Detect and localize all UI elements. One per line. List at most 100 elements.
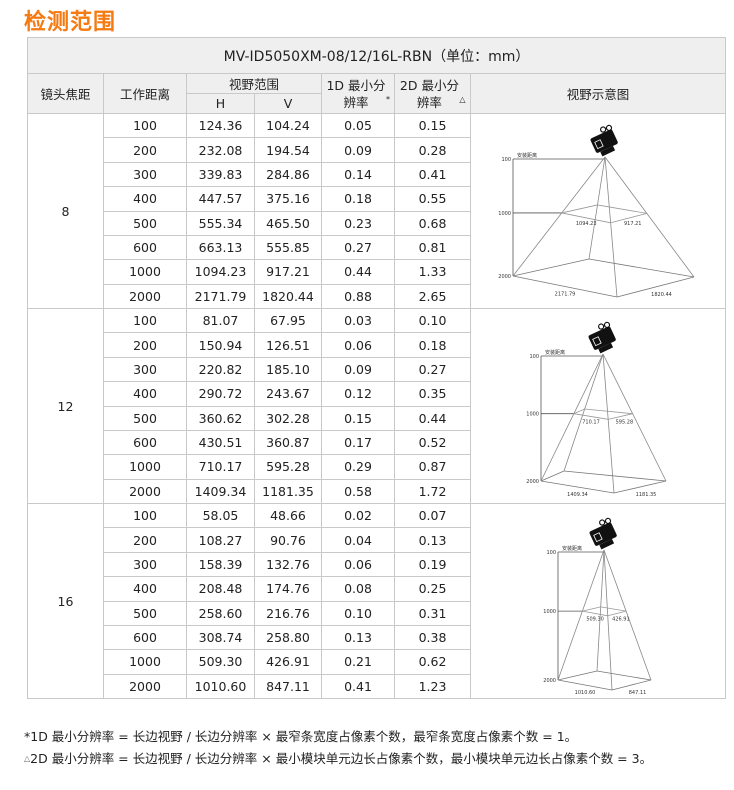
fov-h-cell: 124.36 (186, 112, 255, 139)
distance-cell: 2000 (103, 673, 187, 700)
fov-v-cell: 465.50 (254, 210, 322, 236)
distance-cell: 500 (103, 210, 187, 236)
fov-v-cell: 595.28 (254, 454, 322, 480)
bottom-h-label: 1010.60 (575, 690, 596, 696)
mid-h-label: 710.17 (582, 420, 600, 426)
res-2d-cell: 0.31 (394, 600, 471, 626)
fov-outline-1000 (561, 204, 598, 214)
fov-outline-2000 (557, 670, 598, 681)
tick-label: 100 (501, 157, 511, 163)
res-2d-cell: 0.41 (394, 161, 471, 188)
fov-outline-1000 (582, 610, 608, 617)
res-2d-cell: 0.62 (394, 649, 471, 675)
res-1d-cell: 0.23 (321, 210, 395, 236)
distance-cell: 600 (103, 234, 187, 261)
fov-outline-2000 (596, 670, 652, 681)
res-2d-cell: 0.28 (394, 137, 471, 163)
header-res1d-text: 1D 最小分辨率 (326, 77, 386, 110)
fov-outline-2000 (512, 258, 590, 277)
distance-cell: 100 (103, 307, 187, 334)
fov-h-cell: 232.08 (186, 137, 255, 163)
fov-v-cell: 90.76 (254, 527, 322, 553)
res-2d-cell: 1.72 (394, 478, 471, 505)
bottom-h-label: 2171.79 (555, 292, 576, 298)
bottom-v-label: 1181.35 (636, 492, 657, 498)
res-1d-cell: 0.58 (321, 478, 395, 505)
section-title: 检测范围 (24, 10, 117, 35)
tick-label: 2000 (526, 479, 539, 485)
res-1d-cell: 0.21 (321, 649, 395, 675)
fov-h-cell: 220.82 (186, 356, 255, 383)
res-1d-cell: 0.88 (321, 283, 395, 310)
tick-label: 100 (546, 550, 556, 556)
fov-v-cell: 360.87 (254, 429, 322, 456)
mid-v-label: 426.91 (612, 616, 630, 622)
res-2d-cell: 0.07 (394, 502, 471, 529)
fov-v-cell: 216.76 (254, 600, 322, 626)
fov-outline-1000 (608, 413, 633, 420)
res-1d-cell: 0.27 (321, 234, 395, 261)
res-1d-cell: 0.04 (321, 527, 395, 553)
res-2d-cell: 0.19 (394, 551, 471, 578)
table-row: 1000 1094.23 917.21 0.44 1.33 (28, 259, 726, 285)
res-1d-cell: 0.17 (321, 429, 395, 456)
fov-outline-2000 (563, 470, 667, 482)
header-focal: 镜头焦距 (27, 73, 104, 114)
fov-outline-1000 (561, 212, 611, 224)
header-fov: 视野范围 (186, 73, 322, 94)
table-row: 400 290.72 243.67 0.12 0.35 (28, 381, 726, 407)
fov-h-cell: 1094.23 (186, 259, 255, 285)
pyramid-edge (563, 353, 604, 472)
res-2d-cell: 0.35 (394, 381, 471, 407)
axis-label: 安装距离 (545, 349, 565, 356)
fov-outline-2000 (611, 679, 652, 691)
fov-outline-2000 (557, 679, 613, 691)
pyramid-edge (596, 549, 605, 672)
distance-cell: 200 (103, 137, 187, 163)
res-2d-cell: 0.13 (394, 527, 471, 553)
header-res2d-text: 2D 最小分辨率 (399, 77, 459, 110)
footnote-text: 2D 最小分辨率 = 长边视野 / 长边分辨率 × 最小模块单元边长占像素个数，… (30, 751, 653, 766)
table-row: 200 108.27 90.76 0.04 0.13 (28, 527, 726, 553)
distance-cell: 200 (103, 332, 187, 358)
res-2d-cell: 0.27 (394, 356, 471, 383)
fov-v-cell: 1181.35 (254, 478, 322, 505)
axis-label: 安装距离 (562, 545, 582, 552)
distance-cell: 1000 (103, 259, 187, 285)
res-1d-cell: 0.10 (321, 600, 395, 626)
distance-cell: 400 (103, 576, 187, 602)
fov-outline-2000 (613, 480, 667, 494)
fov-diagram-cell: 安装距离 100 1000 2000 509.30 426.91 1010.60 847.11 (469, 503, 727, 699)
res-1d-cell: 0.14 (321, 161, 395, 188)
fov-outline-2000 (588, 258, 695, 278)
mid-v-label: 595.28 (616, 420, 634, 426)
res-1d-cell: 0.02 (321, 502, 395, 529)
res-1d-cell: 0.06 (321, 332, 395, 358)
footnote-2d: △2D 最小分辨率 = 长边视野 / 长边分辨率 × 最小模块单元边长占像素个数… (24, 748, 652, 770)
distance-cell: 600 (103, 624, 187, 651)
fov-v-cell: 243.67 (254, 381, 322, 407)
res-1d-cell: 0.18 (321, 186, 395, 212)
tick-label: 1000 (498, 211, 511, 217)
footnote-mark: △ (459, 94, 466, 104)
tick-label: 1000 (543, 609, 556, 615)
distance-cell: 500 (103, 405, 187, 431)
res-2d-cell: 0.44 (394, 405, 471, 431)
fov-outline-1000 (607, 610, 627, 617)
fov-v-cell: 284.86 (254, 161, 322, 188)
pyramid-edge (603, 549, 613, 691)
distance-cell: 600 (103, 429, 187, 456)
pyramid-edge (602, 353, 667, 482)
fov-h-cell: 1409.34 (186, 478, 255, 505)
res-2d-cell: 0.87 (394, 454, 471, 480)
fov-outline-1000 (573, 408, 585, 415)
fov-diagram-cell: 安装距离 100 1000 2000 1094.23 917.21 2171.79 1820.… (469, 113, 727, 309)
bottom-h-label: 1409.34 (567, 492, 588, 498)
fov-h-cell: 150.94 (186, 332, 255, 358)
fov-h-cell: 663.13 (186, 234, 255, 261)
focal-length-cell: 16 (27, 503, 104, 699)
pyramid-edge (603, 549, 652, 681)
fov-v-cell: 917.21 (254, 259, 322, 285)
fov-outline-2000 (616, 276, 695, 298)
fov-h-cell: 258.60 (186, 600, 255, 626)
